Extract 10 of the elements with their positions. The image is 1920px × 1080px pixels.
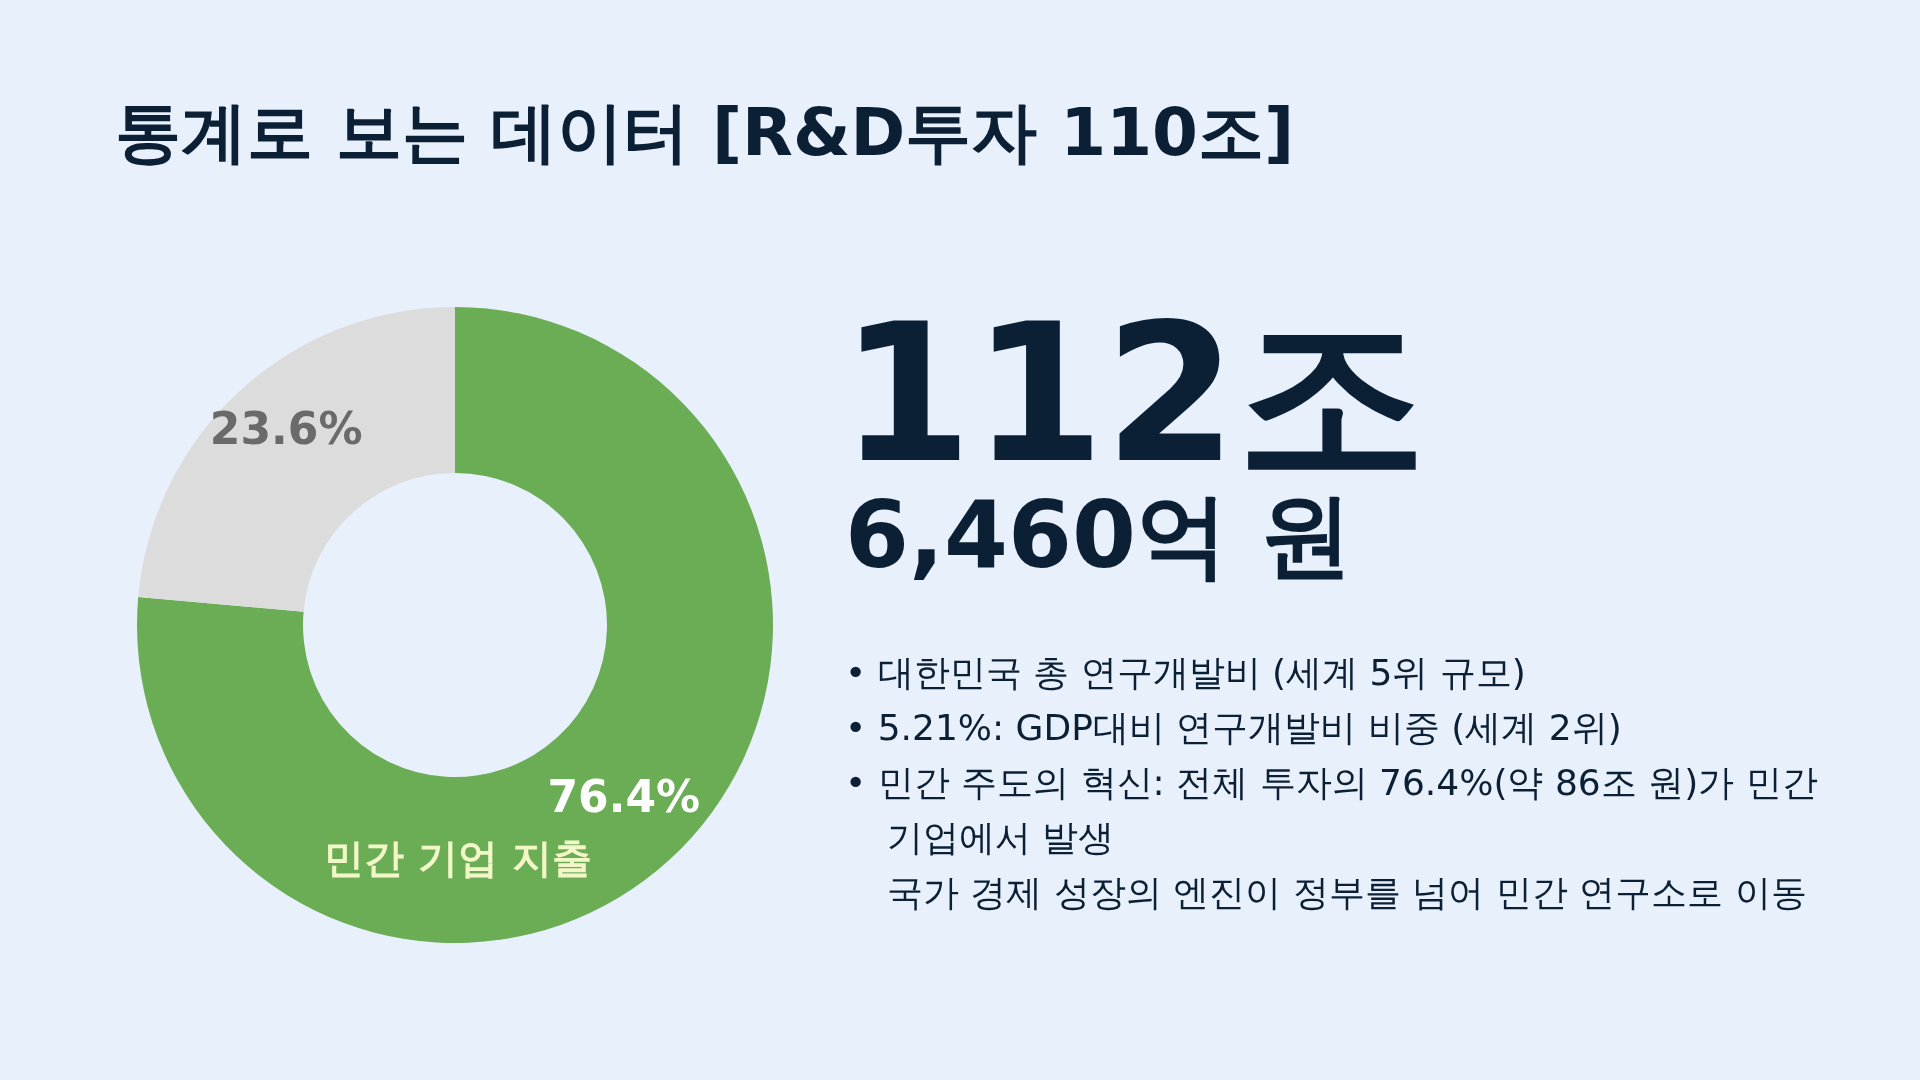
text: • 5.21%: GDP대비 연구개발비 비중 (세계 2위) [845,706,1623,750]
data-label: 76.4% [547,771,701,823]
chart-title: 통계로 보는 데이터 [R&D투자 110조] [115,93,1295,173]
donut-slice [138,307,455,612]
text: • 대한민국 총 연구개발비 (세계 5위 규모) [845,651,1527,695]
slice-label: 민간 기업 지출 [323,835,592,882]
text: 국가 경제 성장의 엔진이 정부를 넘어 민간 연구소로 이동 [886,871,1808,915]
donut-slice [137,307,773,943]
text: • 민간 주도의 혁신: 전체 투자의 76.4%(약 86조 원)가 민간 기업에서 발생 [845,761,1819,860]
data-label: 23.6% [209,402,363,454]
